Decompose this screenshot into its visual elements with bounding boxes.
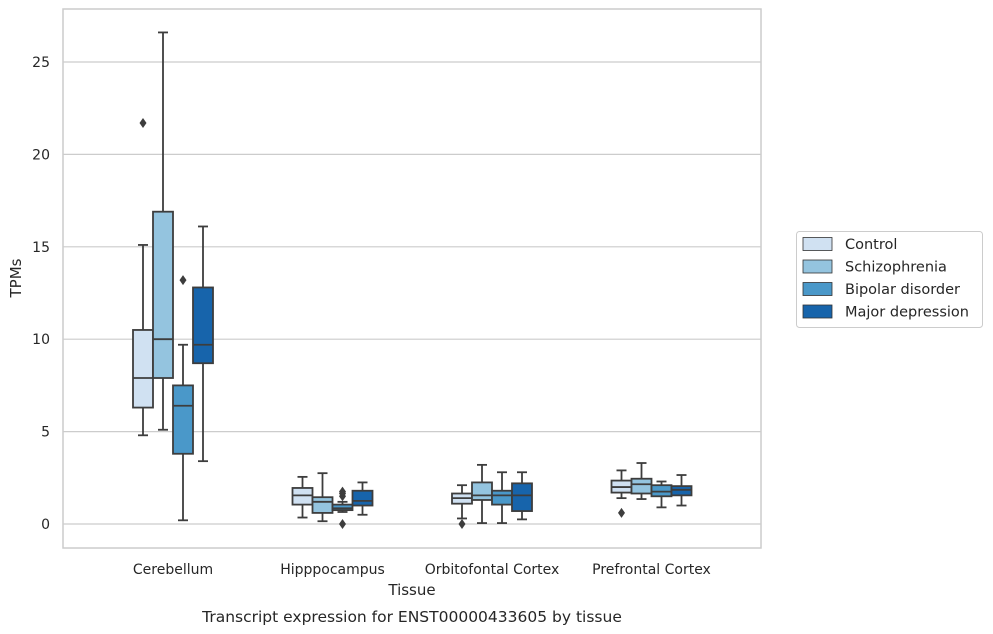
box-0-0 xyxy=(132,117,154,437)
outlier-point xyxy=(339,519,346,529)
box-3-3 xyxy=(670,474,693,507)
box-body xyxy=(471,481,493,501)
box-body xyxy=(311,496,334,514)
box-0-3 xyxy=(192,225,214,463)
box-body xyxy=(192,286,214,365)
box-body xyxy=(291,487,314,506)
y-tick-label: 15 xyxy=(32,240,50,256)
box-2-1 xyxy=(471,463,493,524)
box-1-0 xyxy=(291,475,314,519)
x-tick-label: Cerebellum xyxy=(133,562,213,578)
legend-label: Major depression xyxy=(845,305,969,321)
plot-frame xyxy=(62,8,762,549)
y-tick-label: 5 xyxy=(41,425,50,441)
legend-label: Control xyxy=(845,237,897,253)
y-tick-label: 10 xyxy=(32,332,50,348)
box-body xyxy=(351,489,374,507)
x-tick-label: Hipppocampus xyxy=(280,562,385,578)
box-body xyxy=(172,384,194,455)
outlier-point xyxy=(179,275,187,286)
outlier-point xyxy=(139,117,147,128)
y-tick-label: 25 xyxy=(32,55,50,71)
box-0-2 xyxy=(172,275,194,522)
legend-swatch xyxy=(802,237,833,251)
boxes-layer xyxy=(132,31,693,529)
chart-title: Transcript expression for ENST0000043360… xyxy=(201,608,622,626)
box-body xyxy=(511,482,533,512)
box-body xyxy=(152,210,174,379)
legend-frame xyxy=(796,231,983,328)
box-body xyxy=(670,485,693,497)
x-tick-label: Prefrontal Cortex xyxy=(592,562,711,578)
box-1-2 xyxy=(331,486,354,529)
outlier-point xyxy=(618,507,625,518)
legend-swatch xyxy=(802,282,833,296)
box-body xyxy=(630,477,653,495)
legend-label: Schizophrenia xyxy=(845,260,947,276)
y-tick-labels: 0 5 10 15 20 25 xyxy=(32,55,50,533)
y-axis-label: TPMs xyxy=(7,258,25,298)
box-body xyxy=(491,489,513,506)
box-3-1 xyxy=(630,462,653,500)
box-body xyxy=(331,503,354,512)
legend: Control Schizophrenia Bipolar disorder Majo… xyxy=(796,231,983,328)
outlier-point xyxy=(339,486,346,497)
plot-area xyxy=(63,9,761,548)
x-tick-label: Orbitofontal Cortex xyxy=(425,562,560,578)
legend-swatch xyxy=(802,259,833,274)
box-body xyxy=(650,484,673,498)
x-axis-label: Tissue xyxy=(387,581,435,599)
box-0-1 xyxy=(152,31,174,431)
box-2-2 xyxy=(491,471,513,524)
box-1-1 xyxy=(311,472,334,523)
y-tick-label: 20 xyxy=(32,147,50,163)
legend-swatch xyxy=(802,304,833,319)
legend-label: Bipolar disorder xyxy=(845,282,960,298)
box-2-3 xyxy=(511,471,533,521)
x-tick-labels: Cerebellum Hipppocampus Orbitofontal Corte… xyxy=(133,562,711,578)
box-1-3 xyxy=(351,481,374,516)
outlier-point xyxy=(458,519,466,529)
y-tick-label: 0 xyxy=(41,517,50,533)
box-2-0 xyxy=(451,484,473,529)
box-body xyxy=(132,329,154,409)
